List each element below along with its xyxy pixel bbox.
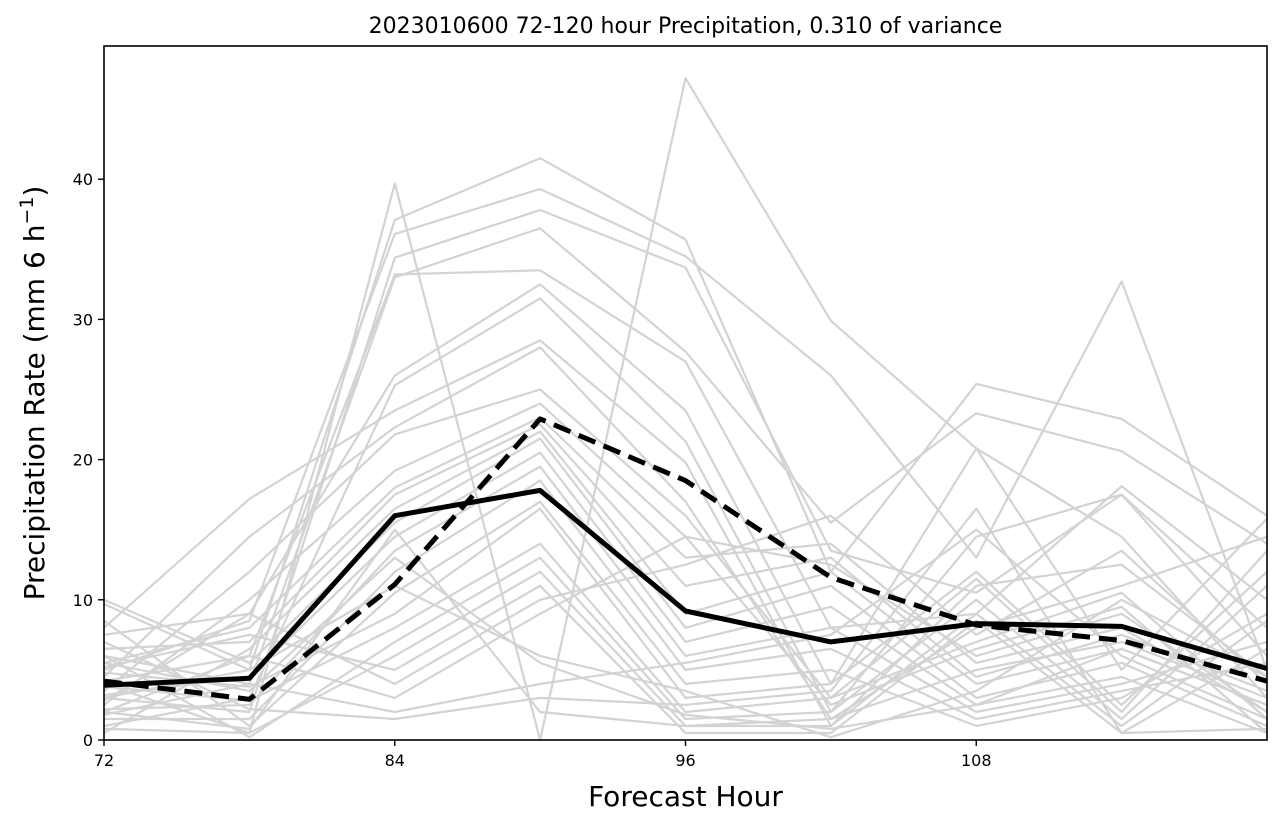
ensemble-member-line-2 <box>104 157 1267 672</box>
x-tick-label: 96 <box>675 751 695 770</box>
chart-title: 2023010600 72-120 hour Precipitation, 0.… <box>369 14 1003 39</box>
y-tick-label: 10 <box>73 591 93 610</box>
x-axis-label: Forecast Hour <box>588 780 783 813</box>
x-axis: 72 84 96 108 <box>94 740 992 770</box>
ensemble-member-line-28 <box>104 528 1267 721</box>
ensemble-member-line-16 <box>104 437 1267 728</box>
x-tick-label: 84 <box>385 751 405 770</box>
y-tick-label: 30 <box>73 310 93 329</box>
ensemble-member-line-23 <box>104 556 1267 739</box>
ensemble-member-line-14 <box>104 423 1267 692</box>
y-axis: 0 10 20 30 40 <box>73 170 104 750</box>
ensemble-member-line-30 <box>104 528 1267 730</box>
ensemble-member-line-32 <box>104 556 1267 730</box>
y-tick-label: 0 <box>83 731 93 750</box>
y-axis-label-sup: −1 <box>16 197 38 225</box>
ensemble-member-line-10 <box>104 346 1267 721</box>
solid-series-line <box>104 487 1267 688</box>
y-axis-label-close: ) <box>18 186 51 197</box>
y-axis-label: Precipitation Rate (mm 6 h−1) <box>16 186 51 601</box>
ensemble-member-line-18 <box>104 465 1267 714</box>
ensemble-member-line-29 <box>104 507 1267 735</box>
ensemble-member-line-5 <box>104 227 1267 686</box>
ensemble-member-line-6 <box>104 269 1267 714</box>
x-tick-label: 72 <box>94 751 114 770</box>
y-tick-label: 40 <box>73 170 93 189</box>
ensemble-member-line-9 <box>104 339 1267 728</box>
ensemble-lines <box>104 77 1267 740</box>
ensemble-member-line-11 <box>104 388 1267 720</box>
ensemble-member-line-26 <box>104 514 1267 702</box>
ensemble-member-line-31 <box>104 584 1267 739</box>
y-tick-label: 20 <box>73 451 93 470</box>
ensemble-member-line-17 <box>104 451 1267 735</box>
ensemble-member-line-20 <box>104 500 1267 728</box>
ensemble-member-line-13 <box>104 416 1267 713</box>
x-tick-label: 108 <box>961 751 992 770</box>
main-lines <box>104 416 1267 702</box>
dashed-series-line <box>104 416 1267 702</box>
y-axis-label-main: Precipitation Rate (mm 6 h <box>18 225 51 601</box>
ensemble-member-line-3 <box>104 187 1267 671</box>
ensemble-member-line-7 <box>104 283 1267 699</box>
